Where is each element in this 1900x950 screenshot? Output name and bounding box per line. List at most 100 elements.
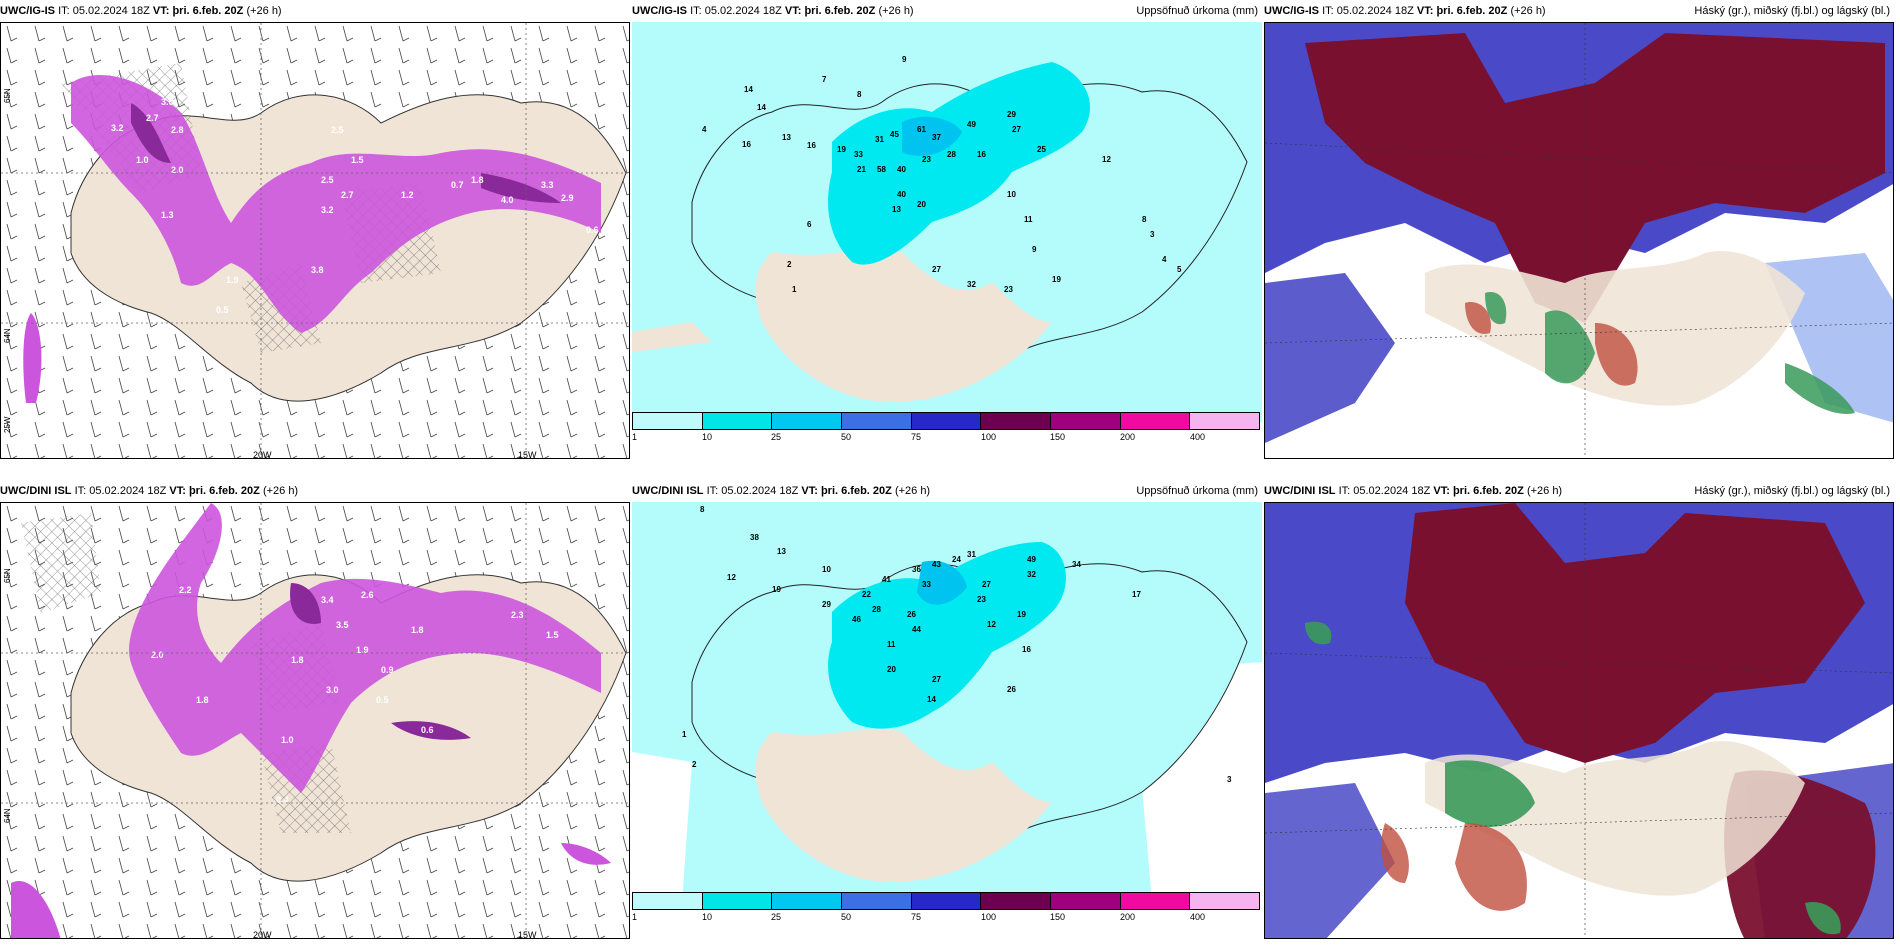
colorbar-seg [1120,413,1191,429]
svg-text:2: 2 [787,260,792,269]
svg-text:27: 27 [982,580,991,589]
svg-text:1: 1 [792,285,797,294]
colorbar-seg [1120,893,1191,909]
lon-label: 20W [253,930,272,939]
colorbar-seg [911,413,982,429]
lat-label: 65N [3,88,12,103]
svg-text:3.3: 3.3 [541,180,554,190]
colorbar-seg [1190,893,1260,909]
svg-text:14: 14 [927,695,936,704]
svg-text:2.6: 2.6 [361,590,374,600]
svg-text:4.0: 4.0 [501,195,514,205]
colorbar-seg [1190,413,1260,429]
svg-text:61: 61 [917,125,926,134]
svg-text:37: 37 [932,133,941,142]
svg-text:2.7: 2.7 [146,113,159,123]
svg-text:3.4: 3.4 [321,595,334,605]
lon-label: 15W [518,930,537,939]
svg-text:2.0: 2.0 [151,650,164,660]
svg-text:4: 4 [702,125,707,134]
cloud-map-svg [1265,503,1893,938]
svg-text:11: 11 [887,640,896,649]
svg-text:26: 26 [1007,685,1016,694]
panel-snow-dini: UWC/DINI ISL IT: 05.02.2024 18Z VT: þri.… [0,480,630,940]
svg-text:13: 13 [892,205,901,214]
svg-text:10: 10 [822,565,831,574]
colorbar-ticks: 1 10 25 50 75 100 150 200 400 [632,912,1206,922]
svg-text:46: 46 [852,615,861,624]
svg-text:16: 16 [1022,645,1031,654]
lat-label: 25W [3,416,12,433]
cloud-map[interactable] [1264,502,1894,939]
svg-text:9: 9 [902,55,907,64]
svg-text:12: 12 [987,620,996,629]
snow-map[interactable]: 3.0 2.7 2.8 3.2 1.0 2.0 2.5 1.5 2.5 2.7 … [0,22,630,459]
snow-values: 2.2 3.4 2.6 3.5 1.8 1.9 2.0 1.8 3.0 1.0 … [151,585,559,805]
svg-text:21: 21 [857,165,866,174]
svg-text:3.8: 3.8 [311,265,324,275]
svg-text:32: 32 [967,280,976,289]
svg-text:12: 12 [727,573,736,582]
svg-text:31: 31 [967,550,976,559]
svg-text:3.0: 3.0 [326,685,339,695]
precip-values: 7 9 8 4 14 14 13 16 16 19 33 31 45 61 37… [702,55,1182,294]
svg-text:2.5: 2.5 [321,175,334,185]
svg-text:22: 22 [862,590,871,599]
svg-text:40: 40 [897,190,906,199]
svg-text:20: 20 [887,665,896,674]
svg-text:0.9: 0.9 [381,665,394,675]
svg-text:16: 16 [977,150,986,159]
svg-text:11: 11 [1024,215,1033,224]
colorbar-seg [702,893,773,909]
panel-cloud-dini: UWC/DINI ISL IT: 05.02.2024 18Z VT: þri.… [1264,480,1894,940]
svg-text:34: 34 [1072,560,1081,569]
svg-text:1.8: 1.8 [291,655,304,665]
svg-text:28: 28 [947,150,956,159]
svg-text:7: 7 [822,75,827,84]
svg-text:4: 4 [1162,255,1167,264]
svg-text:17: 17 [1132,590,1141,599]
colorbar-seg [633,413,703,429]
svg-text:3.2: 3.2 [321,205,334,215]
panel-header: UWC/DINI ISL IT: 05.02.2024 18Z VT: þri.… [1264,485,1890,497]
colorbar-seg [702,413,773,429]
cloud-map-svg [1265,23,1893,458]
snow-map[interactable]: 2.2 3.4 2.6 3.5 1.8 1.9 2.0 1.8 3.0 1.0 … [0,502,630,939]
svg-text:2.7: 2.7 [341,190,354,200]
svg-text:1: 1 [682,730,687,739]
svg-text:29: 29 [822,600,831,609]
svg-text:26: 26 [907,610,916,619]
precip-core [828,62,1091,265]
snow-map-svg: 3.0 2.7 2.8 3.2 1.0 2.0 2.5 1.5 2.5 2.7 … [1,23,629,458]
precip-map[interactable]: 8 10 12 38 13 29 41 19 36 43 24 33 31 22… [632,502,1262,939]
precip-map[interactable]: 7 9 8 4 14 14 13 16 16 19 33 31 45 61 37… [632,22,1262,459]
lat-label: 64N [3,808,12,823]
svg-text:31: 31 [875,135,884,144]
precip-map-svg: 8 10 12 38 13 29 41 19 36 43 24 33 31 22… [632,502,1262,902]
colorbar [632,892,1260,910]
svg-text:0.7: 0.7 [451,180,464,190]
svg-text:45: 45 [890,130,899,139]
svg-text:19: 19 [1052,275,1061,284]
svg-text:1.0: 1.0 [281,735,294,745]
svg-text:25: 25 [1037,145,1046,154]
svg-text:3.0: 3.0 [161,97,174,107]
svg-text:3.5: 3.5 [336,620,349,630]
svg-text:23: 23 [977,595,986,604]
cloud-map[interactable] [1264,22,1894,459]
colorbar-seg [1051,413,1121,429]
panel-header: UWC/DINI ISL IT: 05.02.2024 18Z VT: þri.… [632,485,1258,497]
svg-text:3.2: 3.2 [111,123,124,133]
colorbar-seg [842,893,912,909]
svg-text:58: 58 [877,165,886,174]
svg-text:27: 27 [1012,125,1021,134]
svg-text:2.8: 2.8 [171,125,184,135]
svg-text:33: 33 [854,150,863,159]
svg-text:27: 27 [932,265,941,274]
colorbar-seg [911,893,982,909]
svg-text:0.6: 0.6 [421,725,434,735]
svg-text:27: 27 [932,675,941,684]
svg-text:5: 5 [1177,265,1182,274]
precip-core [828,542,1066,729]
svg-text:36: 36 [912,565,921,574]
